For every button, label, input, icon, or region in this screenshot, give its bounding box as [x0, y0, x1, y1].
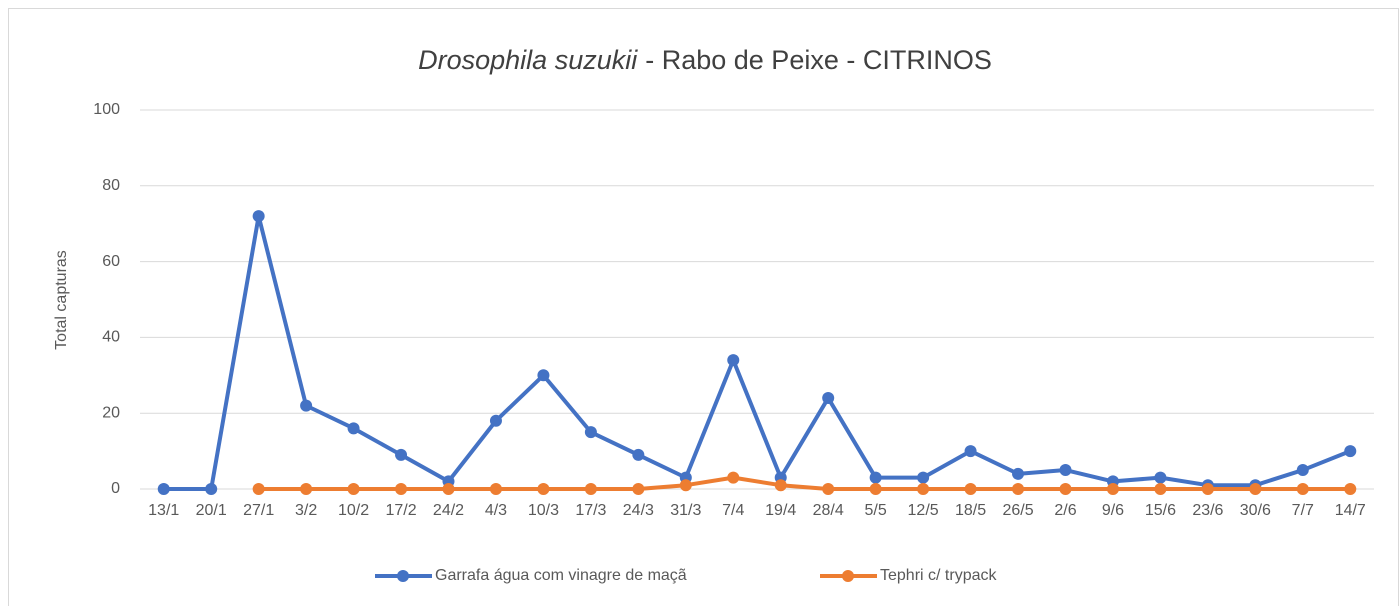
data-point	[205, 483, 218, 495]
series-line	[258, 475, 1351, 491]
legend-label: Garrafa água com vinagre de maçã	[435, 567, 687, 584]
data-point	[917, 483, 930, 495]
x-tick-label: 19/4	[765, 502, 796, 519]
data-point	[1249, 483, 1262, 495]
data-point	[869, 483, 882, 495]
x-tick-label: 20/1	[196, 502, 227, 519]
data-point	[1201, 483, 1214, 495]
x-tick-label: 30/6	[1240, 502, 1271, 519]
x-tick-label: 12/5	[908, 502, 939, 519]
data-point	[347, 422, 360, 435]
data-point	[584, 426, 597, 439]
data-point	[252, 483, 265, 495]
x-tick-label: 13/1	[148, 502, 179, 519]
data-point	[1012, 483, 1025, 495]
chart-title: Drosophila suzukii - Rabo de Peixe - CITR…	[418, 45, 992, 75]
title-italic: Drosophila suzukii	[418, 45, 638, 75]
chart-frame	[8, 8, 1399, 606]
y-tick-label: 80	[102, 177, 120, 194]
data-point	[442, 483, 455, 495]
data-point	[1296, 464, 1309, 477]
data-point	[1012, 467, 1025, 480]
data-point	[917, 471, 930, 484]
data-point	[1296, 483, 1309, 495]
title-rest: - Rabo de Peixe - CITRINOS	[645, 45, 992, 75]
data-point	[822, 483, 835, 495]
data-point	[1059, 483, 1072, 495]
x-tick-label: 24/3	[623, 502, 654, 519]
x-tick-label: 28/4	[813, 502, 844, 519]
data-point	[964, 445, 977, 458]
data-point	[727, 354, 740, 367]
x-tick-label: 7/4	[722, 502, 744, 519]
legend-marker	[842, 570, 854, 582]
x-tick-label: 23/6	[1192, 502, 1223, 519]
y-tick-label: 40	[102, 329, 120, 346]
data-point	[537, 483, 550, 495]
x-tick-label: 26/5	[1002, 502, 1033, 519]
x-tick-label: 27/1	[243, 502, 274, 519]
data-point	[1106, 483, 1119, 495]
series-line	[163, 214, 1352, 491]
y-axis-label: Total capturas	[53, 250, 70, 350]
data-point	[727, 471, 740, 484]
legend-marker	[397, 570, 409, 582]
data-point	[395, 448, 408, 461]
data-point	[679, 479, 692, 492]
data-point	[632, 483, 645, 495]
data-point	[1344, 445, 1357, 458]
data-point	[822, 392, 835, 405]
data-point	[1154, 471, 1167, 484]
data-point	[489, 414, 502, 427]
x-tick-label: 31/3	[670, 502, 701, 519]
x-tick-label: 18/5	[955, 502, 986, 519]
x-tick-label: 17/3	[575, 502, 606, 519]
x-tick-label: 14/7	[1335, 502, 1366, 519]
data-point	[300, 399, 313, 412]
legend-label: Tephri c/ trypack	[880, 567, 997, 584]
x-tick-label: 17/2	[385, 502, 416, 519]
data-point	[347, 483, 360, 495]
data-point	[632, 448, 645, 461]
data-point	[869, 471, 882, 484]
y-tick-label: 60	[102, 253, 120, 270]
x-tick-label: 5/5	[865, 502, 887, 519]
x-tick-label: 9/6	[1102, 502, 1124, 519]
x-tick-label: 2/6	[1054, 502, 1076, 519]
data-point	[252, 210, 265, 223]
data-point	[489, 483, 502, 495]
data-point	[300, 483, 313, 495]
x-tick-label: 15/6	[1145, 502, 1176, 519]
y-tick-label: 100	[93, 101, 120, 118]
data-point	[1344, 483, 1357, 495]
data-point	[1059, 464, 1072, 477]
data-point	[395, 483, 408, 495]
y-tick-label: 0	[111, 480, 120, 497]
x-tick-label: 7/7	[1292, 502, 1314, 519]
data-point	[584, 483, 597, 495]
x-tick-label: 10/2	[338, 502, 369, 519]
x-tick-label: 10/3	[528, 502, 559, 519]
data-point	[774, 479, 787, 492]
x-tick-label: 3/2	[295, 502, 317, 519]
data-point	[964, 483, 977, 495]
x-tick-label: 24/2	[433, 502, 464, 519]
y-tick-label: 20	[102, 404, 120, 421]
x-tick-label: 4/3	[485, 502, 507, 519]
data-point	[157, 483, 170, 495]
data-point	[537, 369, 550, 382]
data-point	[1154, 483, 1167, 495]
